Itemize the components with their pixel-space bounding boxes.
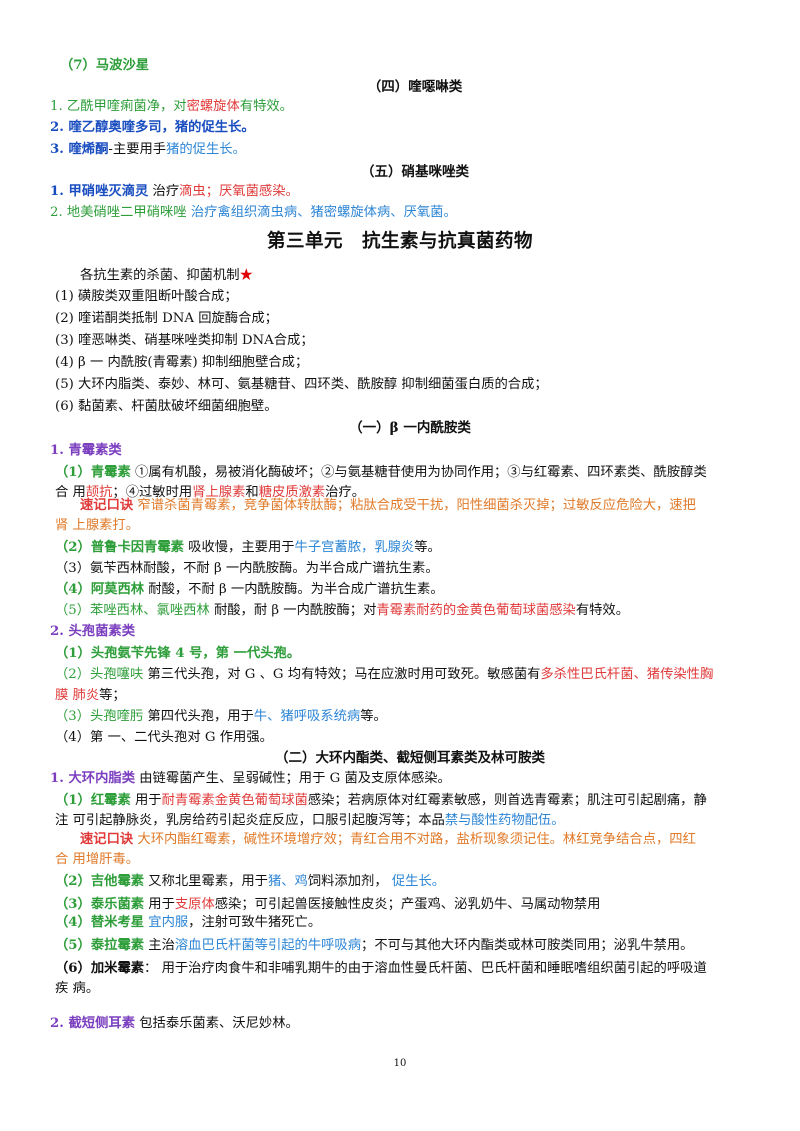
item-marbofloxacin: （7）马波沙星: [60, 58, 150, 73]
macrolide-5: （5）泰拉霉素 主治溶血巴氏杆菌等引起的牛呼吸病；不可与其他大环内酯类或林可胺类…: [55, 938, 694, 953]
section-cephalosporins: 2. 头孢菌素类: [50, 624, 135, 639]
mnemonic-macrolide-cont: 合 用增肝毒。: [55, 852, 140, 867]
page-number: 10: [393, 1058, 407, 1069]
macrolide-1-cont: 注 可引起静脉炎，乳房给药引起炎症反应，口服引起腹泻等；本品禁与酸性药物配伍。: [55, 813, 565, 828]
penicillin-1: （1）青霉素 ①属有机酸，易被消化酶破坏；②与氨基糖苷使用为协同作用；③与红霉素…: [55, 465, 707, 480]
mechanism-item: (5) 大环内脂类、泰妙、林可、氨基糖苷、四环类、酰胺醇 抑制细菌蛋白质的合成；: [55, 377, 548, 392]
cephalosporin-2: （2）头孢噻呋 第三代头孢，对 G 、G 均有特效；马在应激时用可致死。敏感菌有…: [55, 667, 714, 682]
mechanism-item: (2) 喹诺酮类抵制 DNA 回旋酶合成；: [55, 311, 278, 326]
cephalosporin-3: （3）头孢喹肟 第四代头孢，用于牛、猪呼吸系统病等。: [55, 709, 387, 724]
mnemonic-penicillin: 速记口诀 窄谱杀菌青霉素，竞争菌体转肽酶；粘肽合成受干扰，阳性细菌杀灭掉；过敏反…: [80, 498, 696, 513]
macrolide-3: （3）泰乐菌素 用于支原体感染；可引起兽医接触性皮炎；产蛋鸡、泌乳奶牛、马属动物…: [55, 897, 601, 912]
penicillin-4: （4）阿莫西林 耐酸，不耐 β 一内酰胺酶。为半合成广谱抗生素。: [55, 582, 444, 597]
mnemonic-penicillin-cont: 肾 上腺素打。: [55, 518, 140, 533]
item-quinoxaline-1: 1. 乙酰甲喹痢菌净，对密螺旋体有特效。: [50, 99, 293, 114]
item-nitroimidazole-2: 2. 地美硝唑二甲硝咪唑 治疗禽组织滴虫病、猪密螺旋体病、厌氧菌。: [50, 205, 457, 220]
heading-macrolides: （二）大环内酯类、截短侧耳素类及林可胺类: [275, 750, 545, 766]
macrolide-4: （4）替米考星 宜内服，注射可致牛猪死亡。: [55, 915, 322, 930]
penicillin-1-cont: 合 用颉抗；④过敏时用肾上腺素和糖皮质激素治疗。: [55, 485, 366, 500]
mnemonic-macrolide: 速记口诀 大环内酯红霉素，碱性环境增疗效；青红合用不对路，盐析现象须记住。林红竞…: [80, 832, 696, 847]
macrolide-6: （6）加米霉素： 用于治疗肉食牛和非哺乳期牛的由于溶血性曼氏杆菌、巴氏杆菌和睡眠…: [55, 961, 707, 976]
heading-quinoxalines: （四）喹噁啉类: [367, 79, 463, 95]
heading-beta-lactams: （一）β 一内酰胺类: [349, 420, 471, 436]
item-nitroimidazole-1: 1. 甲硝唑灭滴灵 治疗滴虫；厌氧菌感染。: [50, 184, 299, 199]
penicillin-3: （3）氨苄西林耐酸，不耐 β 一内酰胺酶。为半合成广谱抗生素。: [55, 561, 439, 576]
mechanism-item: (1) 磺胺类双重阻断叶酸合成；: [55, 289, 238, 304]
macrolide-2: （2）吉他霉素 又称北里霉素，用于猪、鸡饲料添加剂， 促生长。: [55, 874, 446, 889]
star-icon: ★: [239, 268, 253, 283]
mechanism-item: (4) β 一 内酰胺(青霉素) 抑制细胞壁合成；: [55, 355, 309, 370]
item-quinoxaline-2: 2. 喹乙醇奥喹多司，猪的促生长。: [50, 120, 255, 135]
mechanism-title: 各抗生素的杀菌、抑菌机制★: [80, 268, 253, 283]
mechanism-item: (6) 黏菌素、杆菌肽破坏细菌细胞壁。: [55, 399, 278, 414]
unit-title: 第三单元 抗生素与抗真菌药物: [266, 231, 533, 252]
section-macrolides: 1. 大环内脂类 由链霉菌产生、呈弱碱性；用于 G 菌及支原体感染。: [50, 771, 451, 786]
cephalosporin-2-cont: 膜 肺炎等；: [55, 688, 126, 703]
macrolide-1: （1）红霉素 用于耐青霉素金黄色葡萄球菌感染；若病原体对红霉素敏感，则首选青霉素…: [55, 793, 707, 808]
item-quinoxaline-3: 3. 喹烯酮-主要用手猪的促生长。: [50, 142, 246, 157]
cephalosporin-1: （1）头孢氨苄先锋 4 号，第 一代头孢。: [55, 646, 301, 661]
heading-nitroimidazoles: （五）硝基咪唑类: [361, 164, 469, 180]
section-pleuromutilins: 2. 截短侧耳素 包括泰乐菌素、沃尼妙林。: [50, 1016, 299, 1031]
penicillin-2: （2）普鲁卡因青霉素 吸收慢，主要用于牛子宫蓄脓，乳腺炎等。: [55, 540, 441, 555]
cephalosporin-4: （4）第 一、二代头孢对 G 作用强。: [55, 730, 273, 745]
mechanism-item: (3) 喹恶啉类、硝基咪唑类抑制 DNA合成；: [55, 333, 314, 348]
macrolide-6-cont: 疾 病。: [55, 981, 100, 996]
penicillin-5: （5）苯唑西林、氯唑西林 耐酸，耐 β 一内酰胺酶；对青霉素耐药的金黄色葡萄球菌…: [55, 603, 630, 618]
section-penicillins: 1. 青霉素类: [50, 443, 122, 458]
